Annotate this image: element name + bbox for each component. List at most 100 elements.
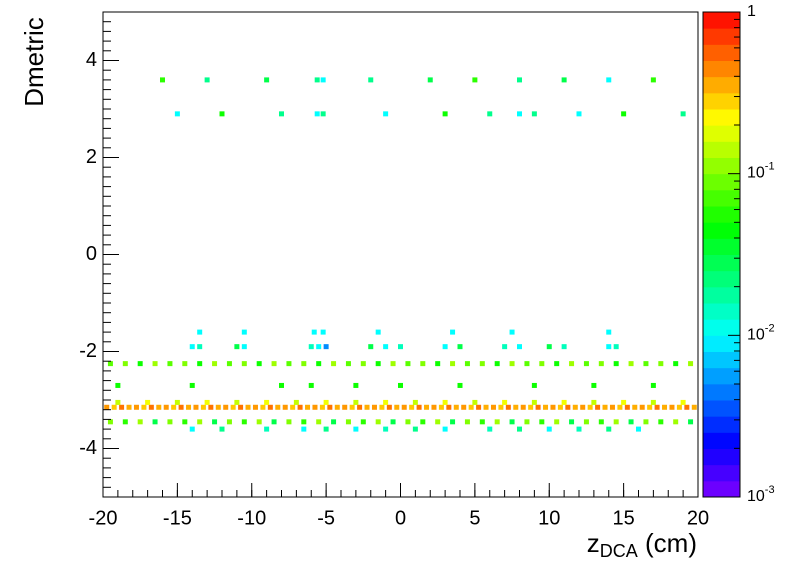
cell	[688, 419, 694, 425]
cell	[234, 399, 240, 405]
cell	[691, 404, 697, 410]
cell	[583, 361, 589, 367]
cell	[398, 382, 403, 388]
cell	[617, 404, 623, 410]
x-tick-label: -5	[317, 507, 335, 529]
cell	[342, 404, 348, 410]
cell	[375, 329, 381, 335]
cell	[628, 419, 634, 425]
cell	[479, 419, 485, 425]
cell	[543, 404, 549, 410]
colorbar-step	[703, 416, 740, 433]
cell	[446, 404, 452, 410]
cell	[360, 361, 366, 367]
cell	[613, 344, 619, 350]
cell	[412, 426, 418, 432]
cell	[368, 77, 374, 83]
cell	[587, 404, 593, 410]
colorbar-step	[703, 254, 740, 272]
cell	[628, 361, 634, 367]
cell	[643, 419, 649, 425]
cell	[606, 344, 612, 350]
cell	[368, 344, 374, 350]
cell	[487, 426, 493, 432]
z-tick-label: 1	[747, 3, 756, 20]
cell	[308, 382, 314, 388]
cell	[119, 404, 125, 410]
cell	[264, 77, 270, 83]
cell	[524, 419, 530, 425]
cell	[528, 404, 534, 410]
cell	[595, 404, 601, 410]
cell	[107, 361, 113, 367]
cell	[323, 399, 329, 405]
cell	[260, 404, 266, 410]
cell	[200, 404, 206, 410]
cell	[267, 404, 273, 410]
cell	[394, 404, 400, 410]
colorbar-step	[703, 76, 740, 94]
cell	[301, 419, 307, 425]
cell	[241, 329, 247, 335]
cell	[241, 344, 247, 350]
cell	[345, 419, 351, 425]
cell	[598, 419, 604, 425]
cell	[111, 404, 117, 410]
cell	[271, 361, 277, 367]
colorbar-step	[703, 432, 740, 449]
cell	[152, 361, 158, 367]
colorbar-step	[703, 319, 740, 336]
y-tick-label: 0	[86, 243, 97, 265]
colorbar-step	[703, 189, 740, 207]
cell	[483, 404, 489, 410]
cell	[453, 404, 459, 410]
cell	[316, 419, 322, 425]
cell	[569, 419, 575, 425]
cell	[189, 382, 195, 388]
cell	[320, 329, 326, 335]
cell	[238, 404, 244, 410]
cell	[219, 426, 225, 432]
cell	[212, 419, 218, 425]
cell	[383, 426, 389, 432]
cell	[360, 419, 366, 425]
cell	[591, 399, 597, 405]
cell	[353, 426, 359, 432]
cell	[186, 404, 192, 410]
cell	[487, 111, 493, 117]
cell	[650, 399, 656, 405]
cell	[104, 404, 110, 410]
cell	[264, 426, 270, 432]
x-tick-label: 10	[538, 507, 560, 529]
cell	[650, 77, 656, 83]
cell	[364, 404, 370, 410]
cell	[557, 404, 563, 410]
cell	[390, 361, 396, 367]
colorbar-step	[703, 12, 740, 29]
cell	[279, 111, 284, 117]
cell	[606, 77, 612, 83]
cell	[412, 399, 418, 405]
cell	[550, 404, 556, 410]
cell	[208, 404, 214, 410]
cell	[197, 344, 203, 350]
cell	[219, 111, 225, 117]
cell	[256, 361, 262, 367]
cell	[561, 344, 567, 350]
colorbar-step	[703, 238, 740, 255]
x-tick-label: 15	[613, 507, 635, 529]
colorbar-step	[703, 464, 740, 482]
cell	[606, 426, 612, 432]
cell	[290, 404, 296, 410]
cell	[531, 382, 537, 388]
cell	[420, 419, 426, 425]
cell	[193, 404, 199, 410]
cell	[517, 111, 522, 117]
cell	[133, 404, 139, 410]
cell	[680, 399, 686, 405]
cell	[171, 404, 177, 410]
cell	[606, 329, 612, 335]
colorbar-step	[703, 448, 740, 466]
cell	[357, 404, 363, 410]
cell	[658, 419, 664, 425]
